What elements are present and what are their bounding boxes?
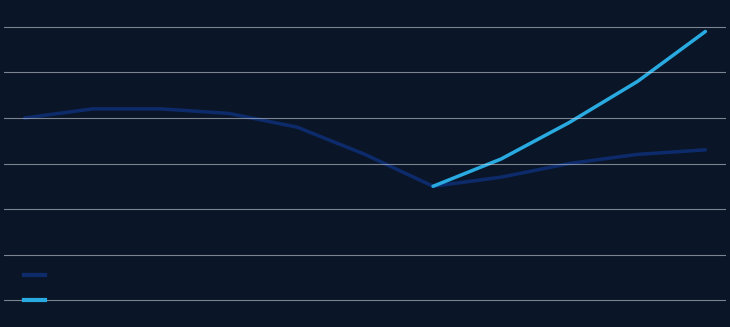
Legend: , : ,	[18, 263, 55, 313]
